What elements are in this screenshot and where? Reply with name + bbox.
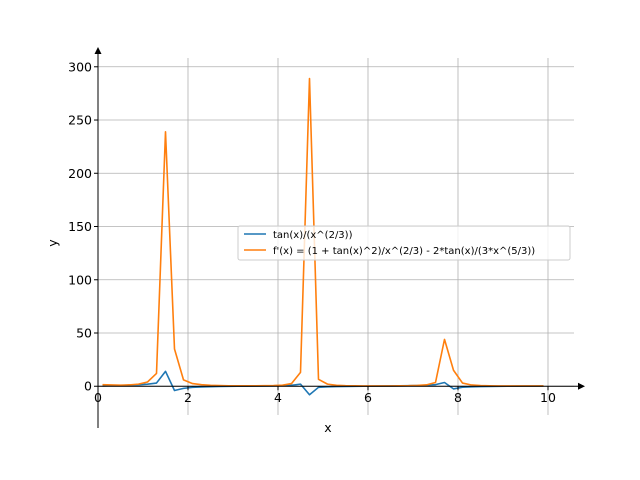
series-layer — [102, 77, 544, 396]
y-axis-arrow — [94, 47, 102, 54]
y-tick-label: 50 — [76, 326, 92, 341]
legend: tan(x)/(x^(2/3)) f'(x) = (1 + tan(x)^2)/… — [237, 225, 571, 261]
x-tick-label: 0 — [94, 390, 102, 405]
x-tick-label: 6 — [364, 390, 372, 405]
x-tick-label: 10 — [540, 390, 556, 405]
series-line-2 — [102, 77, 544, 387]
x-tick-label: 8 — [454, 390, 462, 405]
x-tick-label: 2 — [184, 390, 192, 405]
y-tick-label: 200 — [68, 166, 92, 181]
x-tick-label: 4 — [274, 390, 282, 405]
legend-label-series-2: f'(x) = (1 + tan(x)^2)/x^(2/3) - 2*tan(x… — [273, 246, 535, 257]
axes — [94, 47, 585, 428]
y-tick-label: 0 — [84, 379, 92, 394]
y-tick-label: 250 — [68, 113, 92, 128]
x-axis-label: x — [324, 420, 331, 435]
y-tick-label: 300 — [68, 59, 92, 74]
y-tick-label: 150 — [68, 219, 92, 234]
y-tick-label: 100 — [68, 272, 92, 287]
y-axis-label: y — [45, 239, 60, 247]
series-line-1 — [102, 370, 544, 396]
legend-box — [237, 225, 571, 261]
legend-label-series-1: tan(x)/(x^(2/3)) — [273, 230, 353, 241]
x-axis-arrow — [578, 382, 585, 390]
